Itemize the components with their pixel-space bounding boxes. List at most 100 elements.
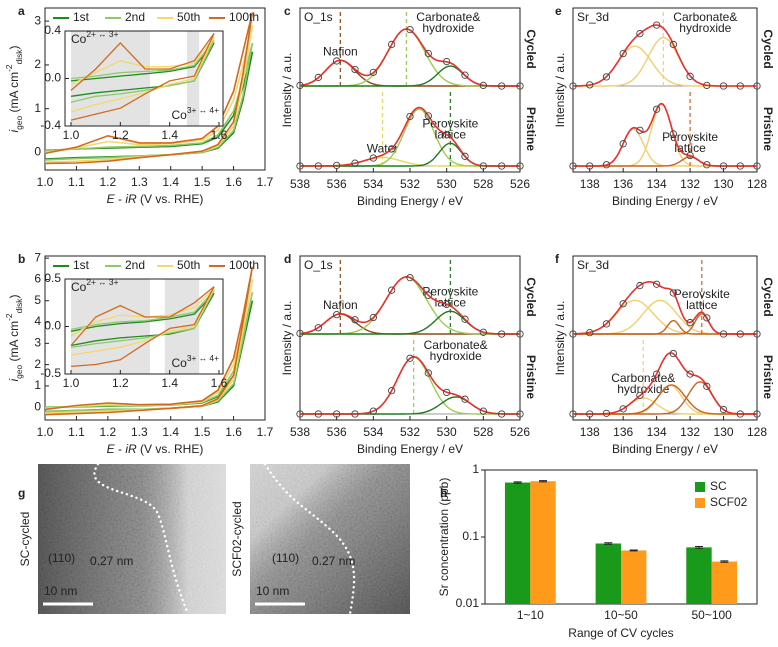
data-point <box>703 382 711 390</box>
x-tick-label: 1.0 <box>63 376 80 390</box>
fit-component <box>300 156 520 167</box>
inset-curve <box>70 288 215 356</box>
data-point <box>443 57 451 66</box>
x-tick-label: 1.6 <box>211 128 228 142</box>
data-point <box>586 410 594 418</box>
data-point <box>479 81 487 90</box>
text-part: (mA cm <box>7 321 21 365</box>
data-point <box>516 330 524 338</box>
error-bar <box>604 542 613 545</box>
data-point <box>388 145 396 153</box>
data-point <box>296 81 304 90</box>
data-point <box>736 410 744 418</box>
text-part: i <box>7 379 21 382</box>
x-axis-label: Binding Energy / eV <box>357 194 463 208</box>
y-tick-label: 6 <box>34 272 41 286</box>
fit-envelope <box>300 355 520 415</box>
data-point <box>586 329 594 337</box>
data-point <box>498 330 506 338</box>
data-point <box>619 300 627 308</box>
data-point <box>443 300 451 309</box>
data-point <box>406 273 414 282</box>
x-tick-label: 1.3 <box>131 175 148 189</box>
x-tick-label: 1.4 <box>161 376 178 390</box>
data-point <box>369 407 377 415</box>
data-point <box>569 410 577 418</box>
x-tick-label: 1.4 <box>162 425 179 439</box>
data-point <box>369 68 377 76</box>
data-point <box>479 407 487 415</box>
x-tick-label: 532 <box>400 177 420 191</box>
x-tick-label: 1.2 <box>112 376 129 390</box>
x-tick-label: 1.6 <box>225 425 242 439</box>
error-bar <box>629 549 638 552</box>
y-axis-label: Intensity / a.u. <box>280 301 294 376</box>
y-tick-label: 1 <box>34 378 41 392</box>
data-point <box>406 354 414 362</box>
data-point <box>652 105 661 113</box>
data-point <box>424 112 432 120</box>
x-tick-label: 130 <box>714 425 734 439</box>
text-part: 2+ ↔ 3+ <box>86 29 118 39</box>
inset-curve <box>70 289 215 349</box>
data-point <box>602 409 611 418</box>
peak-label: Perovskite <box>422 284 478 298</box>
x-tick-label: 1.4 <box>161 128 178 142</box>
data-point <box>296 162 304 170</box>
data-point <box>369 154 377 162</box>
data-point <box>619 49 627 58</box>
y-tick-label: 0.1 <box>462 529 479 543</box>
inset-curve <box>70 36 215 113</box>
y-tick-label: 3 <box>34 335 41 349</box>
x-tick-label: 138 <box>580 177 600 191</box>
text-part: geo <box>14 365 24 379</box>
text-part: (mA cm <box>7 72 21 116</box>
cv-curve <box>44 266 254 416</box>
data-point <box>586 81 594 89</box>
peak-label: hydroxide <box>430 349 482 363</box>
data-point <box>736 162 744 170</box>
data-point <box>753 410 761 418</box>
lattice-spacing: 0.27 nm <box>312 554 355 568</box>
peak-label: lattice <box>674 141 706 155</box>
data-point <box>351 410 359 418</box>
y-tick-label: 4 <box>34 314 41 328</box>
error-bar <box>694 546 703 549</box>
surface-trace <box>263 462 356 616</box>
data-point <box>461 315 469 323</box>
plot-frame <box>44 255 266 421</box>
fit-component <box>573 397 757 415</box>
data-point <box>586 162 594 170</box>
x-axis-label: Binding Energy / eV <box>612 194 718 208</box>
bar <box>686 547 712 604</box>
x-tick-label: 530 <box>437 177 457 191</box>
data-point <box>406 112 414 121</box>
y-tick-label: 0.4 <box>44 23 61 37</box>
x-tick-label: 538 <box>290 177 310 191</box>
x-tick-label: 50~100 <box>691 608 732 622</box>
lattice-spacing: 0.27 nm <box>90 554 133 568</box>
bar <box>621 550 647 604</box>
x-tick-label: 134 <box>647 425 667 439</box>
y-tick-label: 2 <box>34 57 41 71</box>
fit-component <box>300 65 520 87</box>
text-part: E <box>107 192 116 206</box>
text-part: iR <box>125 192 137 206</box>
data-point <box>498 82 506 90</box>
y-axis-label: igeo (mA cm-2disk) <box>4 294 24 381</box>
x-tick-label: 128 <box>747 177 767 191</box>
scale-label: 10 nm <box>256 584 289 598</box>
peak-label: Carbonate& <box>673 10 737 24</box>
x-tick-label: 134 <box>647 177 667 191</box>
fit-component <box>300 356 520 415</box>
panel-letter: c <box>284 4 291 18</box>
data-point <box>569 330 577 338</box>
text-part: -2 <box>4 313 14 321</box>
error-bar <box>539 480 548 483</box>
peak-label: Carbonate& <box>416 10 480 24</box>
peak-label: Nafion <box>323 45 358 59</box>
data-point <box>703 81 711 90</box>
annotation: Co2+ ↔ 3+ <box>71 29 119 46</box>
x-tick-label: 528 <box>473 425 493 439</box>
plot-frame <box>572 255 758 421</box>
